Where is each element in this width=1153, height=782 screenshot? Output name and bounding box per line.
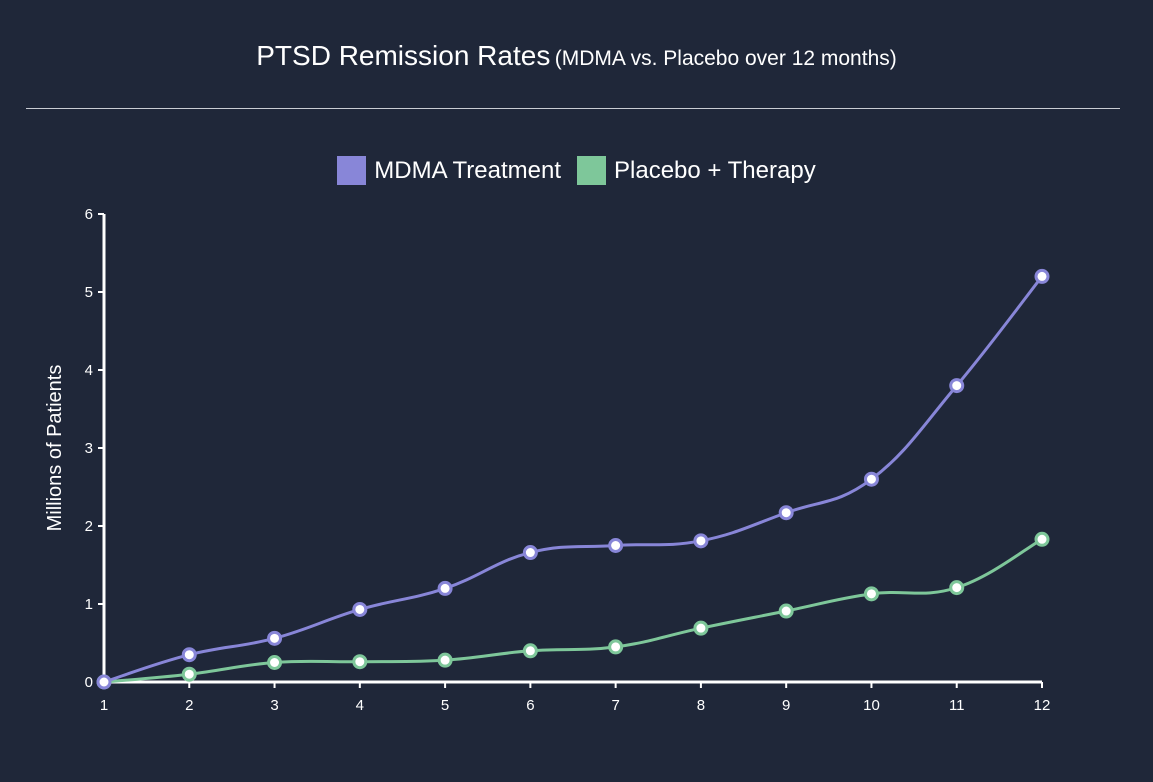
legend-label-placebo: Placebo + Therapy	[614, 156, 816, 184]
legend-swatch-placebo	[577, 156, 606, 185]
chart-title: PTSD Remission Rates (MDMA vs. Placebo o…	[0, 40, 1153, 72]
data-point-placebo[interactable]	[863, 586, 879, 602]
y-tick-label: 4	[85, 362, 93, 379]
title-divider	[26, 108, 1120, 109]
y-tick-label: 1	[85, 596, 93, 613]
legend-label-mdma: MDMA Treatment	[374, 156, 561, 184]
series-line-mdma	[103, 275, 1044, 684]
x-tick-label: 1	[100, 697, 108, 714]
data-point-placebo[interactable]	[522, 643, 538, 659]
chart-subtitle: (MDMA vs. Placebo over 12 months)	[554, 47, 897, 70]
data-point-mdma[interactable]	[96, 674, 112, 690]
legend: MDMA Treatment Placebo + Therapy	[0, 156, 1153, 185]
legend-item-placebo[interactable]: Placebo + Therapy	[577, 156, 816, 185]
data-point-placebo[interactable]	[1034, 531, 1050, 547]
x-tick-label: 11	[949, 697, 965, 714]
x-tick-label: 10	[863, 697, 880, 714]
data-point-placebo[interactable]	[778, 603, 794, 619]
data-point-mdma[interactable]	[437, 580, 453, 596]
x-tick-label: 12	[1034, 697, 1051, 714]
series-lines	[103, 275, 1044, 684]
series-points	[96, 268, 1050, 690]
chart-title-main: PTSD Remission Rates	[256, 40, 551, 71]
x-tick-label: 8	[697, 697, 705, 714]
series-line-placebo	[103, 537, 1043, 684]
x-tick-label: 2	[185, 697, 193, 714]
x-tick-label: 5	[441, 697, 449, 714]
y-tick-label: 0	[85, 674, 93, 691]
x-tick-label: 4	[356, 697, 364, 714]
data-point-placebo[interactable]	[352, 654, 368, 670]
data-point-placebo[interactable]	[949, 580, 965, 596]
data-point-mdma[interactable]	[267, 630, 283, 646]
x-tick-label: 3	[270, 697, 278, 714]
data-point-placebo[interactable]	[693, 620, 709, 636]
legend-swatch-mdma	[337, 156, 367, 185]
x-tick-label: 9	[782, 697, 790, 714]
y-tick-label: 6	[85, 206, 93, 223]
y-axis-label: Millions of Patients	[44, 365, 66, 532]
data-point-mdma[interactable]	[181, 647, 197, 663]
data-point-placebo[interactable]	[181, 666, 197, 682]
data-point-placebo[interactable]	[267, 655, 283, 670]
x-tick-label: 6	[526, 697, 534, 714]
y-tick-label: 3	[85, 440, 93, 457]
y-tick-label: 5	[85, 284, 93, 301]
data-point-mdma[interactable]	[352, 601, 368, 617]
data-point-mdma[interactable]	[863, 471, 879, 487]
data-point-placebo[interactable]	[608, 639, 624, 655]
data-point-placebo[interactable]	[437, 652, 453, 668]
data-point-mdma[interactable]	[608, 538, 624, 553]
data-point-mdma[interactable]	[778, 505, 794, 521]
data-point-mdma[interactable]	[949, 378, 965, 394]
legend-item-mdma[interactable]: MDMA Treatment	[337, 156, 561, 185]
data-point-mdma[interactable]	[522, 545, 538, 561]
y-tick-label: 2	[85, 518, 93, 535]
data-point-mdma[interactable]	[1034, 268, 1050, 284]
data-point-mdma[interactable]	[693, 533, 709, 549]
x-tick-label: 7	[611, 697, 619, 714]
